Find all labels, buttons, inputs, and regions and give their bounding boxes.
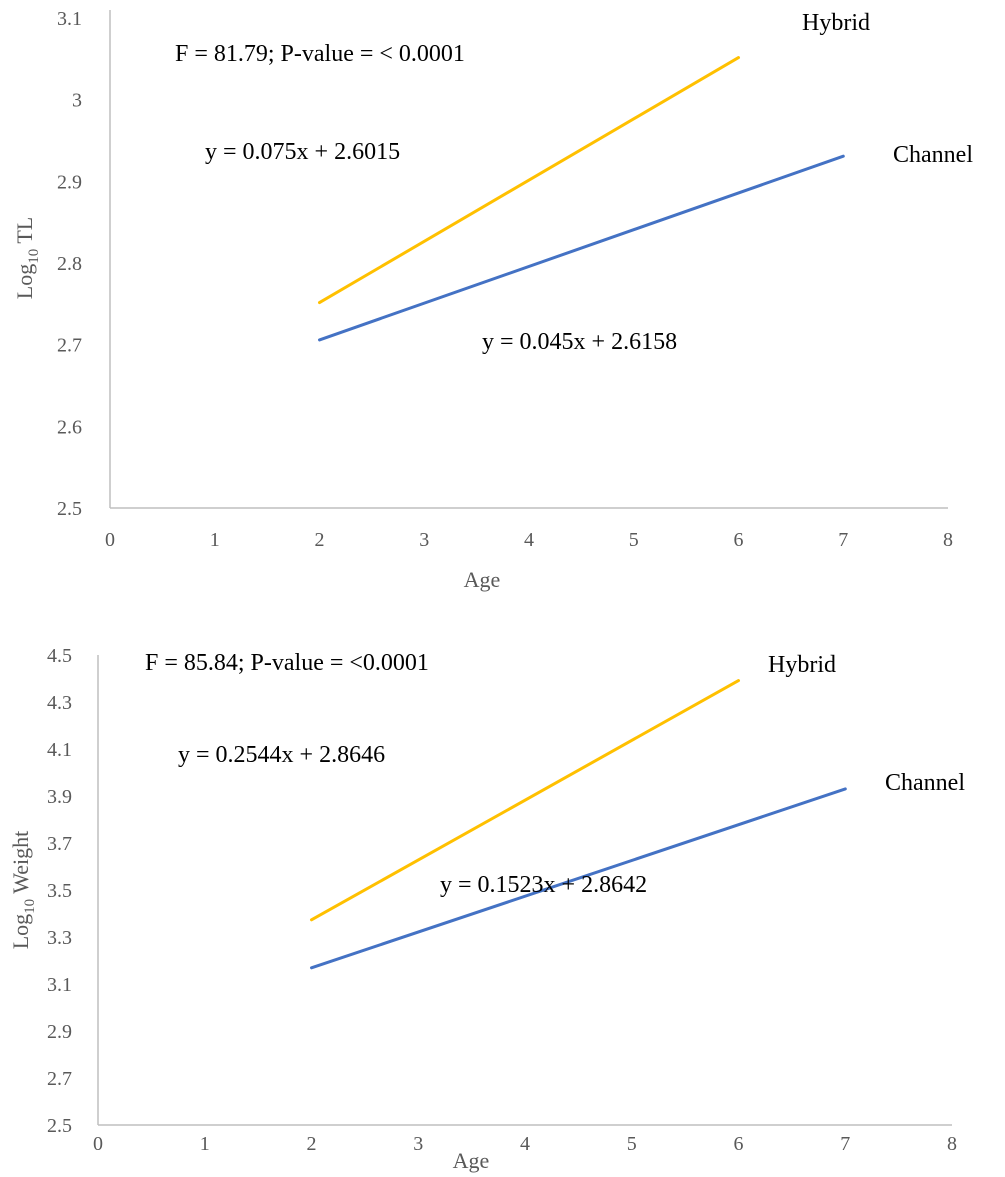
x-tick-label: 5 (627, 1133, 637, 1155)
y-tick-label: 4.3 (47, 692, 72, 714)
channel-series-line (310, 787, 847, 970)
y-tick-label: 2.7 (47, 1068, 72, 1090)
x-axis-title: Age (464, 567, 501, 592)
x-tick-label: 4 (524, 529, 534, 551)
hybrid-series-line (318, 56, 740, 305)
x-tick-label: 1 (200, 1133, 210, 1155)
x-tick-label: 4 (520, 1133, 530, 1155)
hybrid-equation: y = 0.2544x + 2.8646 (178, 742, 385, 768)
y-axis-title: Log10 TL (12, 217, 42, 299)
x-tick-label: 2 (315, 529, 325, 551)
y-tick-label: 2.9 (57, 171, 82, 193)
stat-annotation: F = 81.79; P-value = < 0.0001 (175, 41, 465, 67)
channel-series-label: Channel (885, 770, 965, 796)
y-tick-label: 3.1 (47, 974, 72, 996)
y-tick-label: 3 (72, 90, 82, 112)
x-tick-label: 3 (419, 529, 429, 551)
hybrid-series-line (310, 679, 740, 922)
y-tick-label: 3.5 (47, 880, 72, 902)
series-lines (318, 56, 845, 342)
x-tick-label: 8 (947, 1133, 957, 1155)
y-tick-label: 2.5 (47, 1115, 72, 1137)
stat-annotation: F = 85.84; P-value = <0.0001 (145, 650, 429, 676)
hybrid-equation: y = 0.075x + 2.6015 (205, 139, 400, 165)
y-tick-label: 2.7 (57, 335, 82, 357)
x-tick-label: 7 (840, 1133, 850, 1155)
y-tick-labels: 2.5 2.7 2.9 3.1 3.3 3.5 3.7 3.9 4.1 4.3 4.5 (47, 645, 72, 1137)
chart-tl: 2.5 2.6 2.7 2.8 2.9 3 3.1 0 1 2 3 4 5 6 7 8 Age Log10 … (12, 8, 973, 592)
series-lines (310, 679, 847, 970)
y-tick-label: 4.5 (47, 645, 72, 667)
y-tick-label: 2.6 (57, 416, 82, 438)
channel-equation: y = 0.045x + 2.6158 (482, 329, 677, 355)
y-tick-label: 4.1 (47, 739, 72, 761)
x-tick-label: 3 (413, 1133, 423, 1155)
x-tick-label: 5 (629, 529, 639, 551)
channel-equation: y = 0.1523x + 2.8642 (440, 872, 647, 898)
y-axis-title: Log10 Weight (8, 831, 38, 950)
x-tick-label: 6 (734, 529, 744, 551)
x-tick-labels: 0 1 2 3 4 5 6 7 8 (93, 1133, 957, 1155)
y-tick-label: 3.7 (47, 833, 72, 855)
hybrid-series-label: Hybrid (768, 652, 836, 678)
x-tick-label: 0 (93, 1133, 103, 1155)
y-tick-labels: 2.5 2.6 2.7 2.8 2.9 3 3.1 (57, 8, 82, 520)
chart-weight: 2.5 2.7 2.9 3.1 3.3 3.5 3.7 3.9 4.1 4.3 4.5 0 1 2 3 4 5… (8, 645, 965, 1173)
x-tick-labels: 0 1 2 3 4 5 6 7 8 (105, 529, 953, 551)
x-tick-label: 8 (943, 529, 953, 551)
channel-series-label: Channel (893, 142, 973, 168)
x-tick-label: 0 (105, 529, 115, 551)
x-axis-title: Age (453, 1148, 490, 1173)
y-tick-label: 2.5 (57, 498, 82, 520)
hybrid-series-label: Hybrid (802, 10, 870, 36)
x-tick-label: 2 (307, 1133, 317, 1155)
y-tick-label: 2.8 (57, 253, 82, 275)
y-tick-label: 3.3 (47, 927, 72, 949)
x-tick-label: 7 (838, 529, 848, 551)
channel-series-line (318, 154, 845, 342)
y-tick-label: 3.1 (57, 8, 82, 30)
y-tick-label: 3.9 (47, 786, 72, 808)
y-tick-label: 2.9 (47, 1021, 72, 1043)
x-tick-label: 6 (734, 1133, 744, 1155)
x-tick-label: 1 (210, 529, 220, 551)
